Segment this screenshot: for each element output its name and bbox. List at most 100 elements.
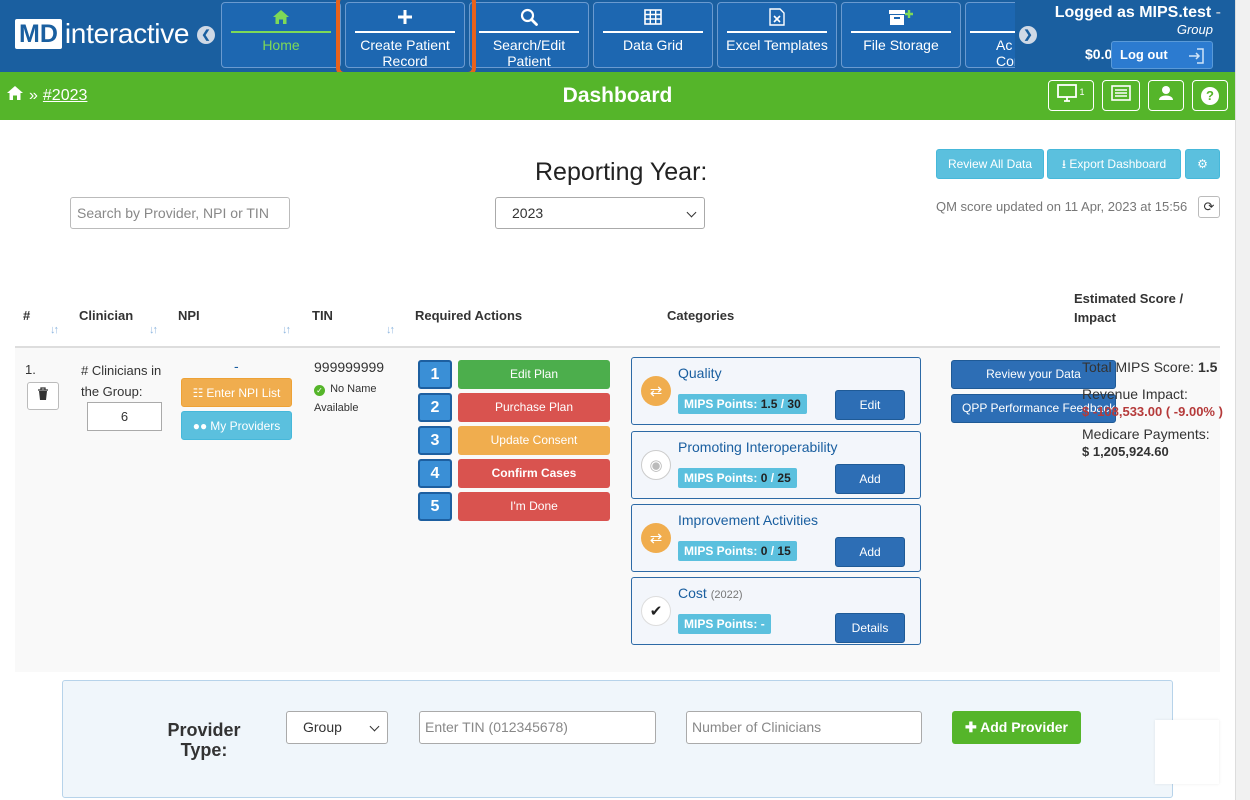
col-header-estimated: Estimated Score / Impact <box>1074 291 1184 325</box>
reporting-year-select[interactable]: 2023 <box>495 197 705 229</box>
nav-create-patient-label: Create Patient Record <box>360 37 450 68</box>
delete-row-button[interactable] <box>27 382 59 410</box>
clinicians-count-input[interactable]: 6 <box>87 402 162 431</box>
sort-icon[interactable]: ↓↑ <box>386 324 395 336</box>
tin-status: ✓ No Name Available <box>314 380 394 418</box>
mips-points-badge: MIPS Points: 0 / 15 <box>678 541 797 561</box>
monitor-icon <box>1057 84 1079 107</box>
reporting-year-value: 2023 <box>512 205 544 221</box>
gears-icon: ⚙ <box>1197 157 1208 171</box>
settings-button[interactable]: ⚙ <box>1185 149 1220 179</box>
add-provider-label: Add Provider <box>980 719 1068 735</box>
mips-points-badge: MIPS Points: 0 / 25 <box>678 468 797 488</box>
im-done-button[interactable]: I'm Done <box>458 492 610 521</box>
export-dashboard-label: Export Dashboard <box>1069 157 1167 171</box>
category-name[interactable]: Improvement Activities <box>678 512 819 528</box>
review-your-data-button[interactable]: Review your Data <box>951 360 1116 389</box>
refresh-button[interactable]: ⟳ <box>1198 196 1220 218</box>
tin-status-text: No Name Available <box>314 383 377 414</box>
list-icon <box>1111 85 1131 106</box>
plus-icon: ✚ <box>964 719 977 735</box>
ia-add-button[interactable]: Add <box>835 537 905 567</box>
nav-file-storage-label: File Storage <box>863 37 939 53</box>
nav-data-grid-button[interactable]: Data Grid <box>593 2 713 68</box>
transfer-icon: ⇄ <box>641 523 671 553</box>
mips-points-badge: MIPS Points: - <box>678 614 771 634</box>
category-cost: ✔ Cost (2022) MIPS Points: - Details <box>631 577 921 645</box>
nav-excel-templates-button[interactable]: Excel Templates <box>717 2 837 68</box>
purchase-plan-button[interactable]: Purchase Plan <box>458 393 610 422</box>
home-icon <box>222 7 340 27</box>
file-storage-icon <box>842 7 960 27</box>
row-number: 1. <box>25 362 36 377</box>
col-header-tin: TIN <box>312 308 333 323</box>
quality-edit-button[interactable]: Edit <box>835 390 905 420</box>
provider-type-label: Provider Type: <box>167 720 241 760</box>
col-header-npi: NPI <box>178 308 200 323</box>
total-mips-score: Total MIPS Score: 1.5 <box>1082 359 1218 375</box>
logout-button[interactable]: Log out <box>1111 41 1213 69</box>
export-dashboard-button[interactable]: ⭳ Export Dashboard <box>1047 149 1181 179</box>
sort-icon[interactable]: ↓↑ <box>50 324 59 336</box>
qpp-performance-feedback-button[interactable]: QPP Performance Feedback <box>951 394 1116 423</box>
category-name[interactable]: Cost (2022) <box>678 585 743 601</box>
nav-home-button[interactable]: Home <box>221 2 341 68</box>
nav-excel-templates-label: Excel Templates <box>726 37 828 53</box>
user-icon <box>1158 85 1174 106</box>
step-4-badge: 4 <box>418 459 452 488</box>
scrollbar[interactable] <box>1235 0 1250 800</box>
review-all-data-button[interactable]: Review All Data <box>936 149 1044 179</box>
tin-input[interactable]: Enter TIN (012345678) <box>419 711 656 744</box>
highlight-box <box>336 0 476 76</box>
qm-updated-text: QM score updated on 11 Apr, 2023 at 15:5… <box>936 199 1188 214</box>
add-provider-button[interactable]: ✚ Add Provider <box>952 711 1081 744</box>
grid-icon <box>594 7 712 27</box>
provider-type-select[interactable]: Group <box>286 711 388 744</box>
nav-create-patient-button[interactable]: Create Patient Record <box>345 2 465 68</box>
target-icon: ◉ <box>641 450 671 480</box>
nav-data-grid-label: Data Grid <box>623 37 683 53</box>
transfer-icon: ⇄ <box>641 376 671 406</box>
nav-file-storage-button[interactable]: File Storage <box>841 2 961 68</box>
category-promoting-interoperability: ◉ Promoting Interoperability MIPS Points… <box>631 431 921 499</box>
help-button[interactable]: ? <box>1192 80 1228 111</box>
user-panel: ❯ Logged as MIPS.test - Group $0.00 Log … <box>1015 0 1235 72</box>
user-profile-button[interactable] <box>1148 80 1184 111</box>
update-consent-button[interactable]: Update Consent <box>458 426 610 455</box>
trash-icon <box>37 386 49 406</box>
breadcrumb-link[interactable]: #2023 <box>42 86 88 104</box>
nav-prev-arrow-icon[interactable]: ❮ <box>197 26 215 44</box>
step-5-badge: 5 <box>418 492 452 521</box>
npi-value: - <box>234 358 239 374</box>
sort-icon[interactable]: ↓↑ <box>149 324 158 336</box>
logout-icon <box>1188 47 1204 73</box>
category-quality: ⇄ Quality MIPS Points: 1.5 / 30 Edit <box>631 357 921 425</box>
check-icon: ✔ <box>641 596 671 626</box>
col-header-required-actions: Required Actions <box>415 308 523 323</box>
nav-next-arrow-icon[interactable]: ❯ <box>1019 26 1037 44</box>
enter-npi-list-button[interactable]: ☷ Enter NPI List <box>181 378 292 407</box>
medicare-payments-value: $ 1,205,924.60 <box>1082 444 1169 459</box>
cost-details-button[interactable]: Details <box>835 613 905 643</box>
number-of-clinicians-input[interactable]: Number of Clinicians <box>686 711 922 744</box>
my-providers-button[interactable]: ●● My Providers <box>181 411 292 440</box>
screen-button[interactable]: 1 <box>1048 80 1094 111</box>
category-name[interactable]: Quality <box>678 365 722 381</box>
home-icon[interactable] <box>6 85 24 106</box>
check-circle-icon: ✓ <box>314 385 325 396</box>
logo[interactable]: MD interactive <box>15 18 190 49</box>
nav-search-patient-button[interactable]: Search/Edit Patient <box>469 2 589 68</box>
list-view-button[interactable] <box>1102 80 1140 111</box>
logout-label: Log out <box>1120 47 1168 62</box>
provider-search-input[interactable]: Search by Provider, NPI or TIN <box>70 197 290 229</box>
pi-add-button[interactable]: Add <box>835 464 905 494</box>
user-role: Group <box>1176 22 1213 37</box>
sort-icon[interactable]: ↓↑ <box>282 324 291 336</box>
confirm-cases-button[interactable]: Confirm Cases <box>458 459 610 488</box>
edit-plan-button[interactable]: Edit Plan <box>458 360 610 389</box>
provider-type-value: Group <box>303 719 342 735</box>
logo-text: interactive <box>64 18 190 49</box>
my-providers-label: My Providers <box>210 418 281 433</box>
enter-npi-list-label: Enter NPI List <box>206 385 281 400</box>
category-name[interactable]: Promoting Interoperability <box>678 439 838 455</box>
